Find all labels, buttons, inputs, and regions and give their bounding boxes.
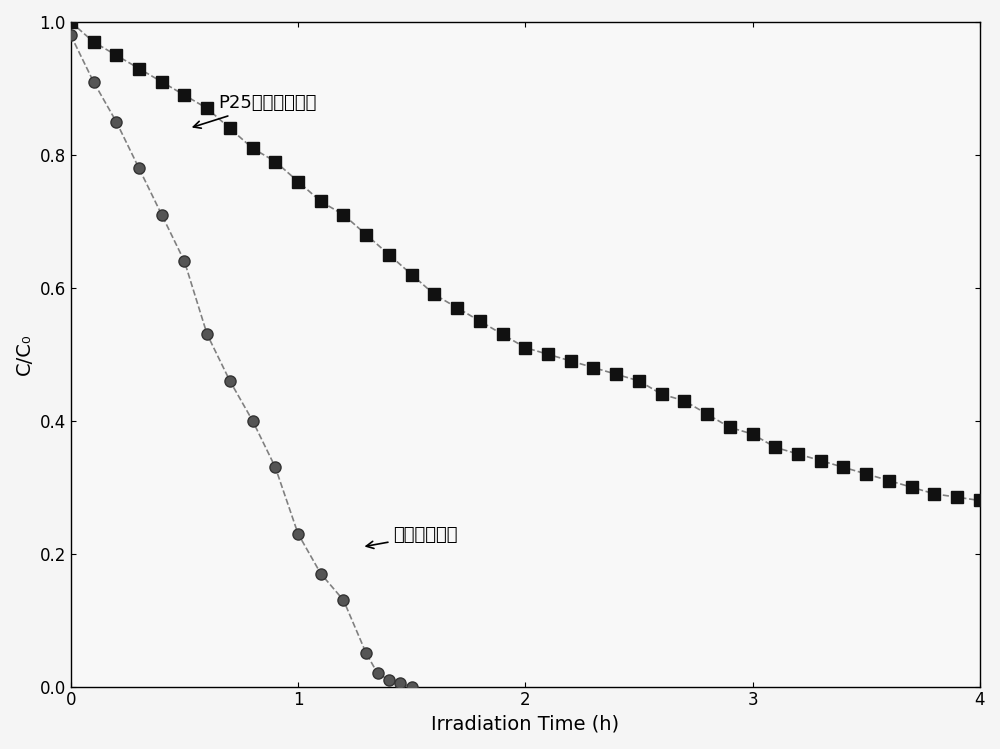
Text: P25型号二氧化馒: P25型号二氧化馒 [193, 94, 317, 128]
X-axis label: Irradiation Time (h): Irradiation Time (h) [431, 715, 619, 734]
Text: 黑色二氧化馒: 黑色二氧化馒 [366, 527, 458, 548]
Y-axis label: C/C₀: C/C₀ [15, 333, 34, 375]
